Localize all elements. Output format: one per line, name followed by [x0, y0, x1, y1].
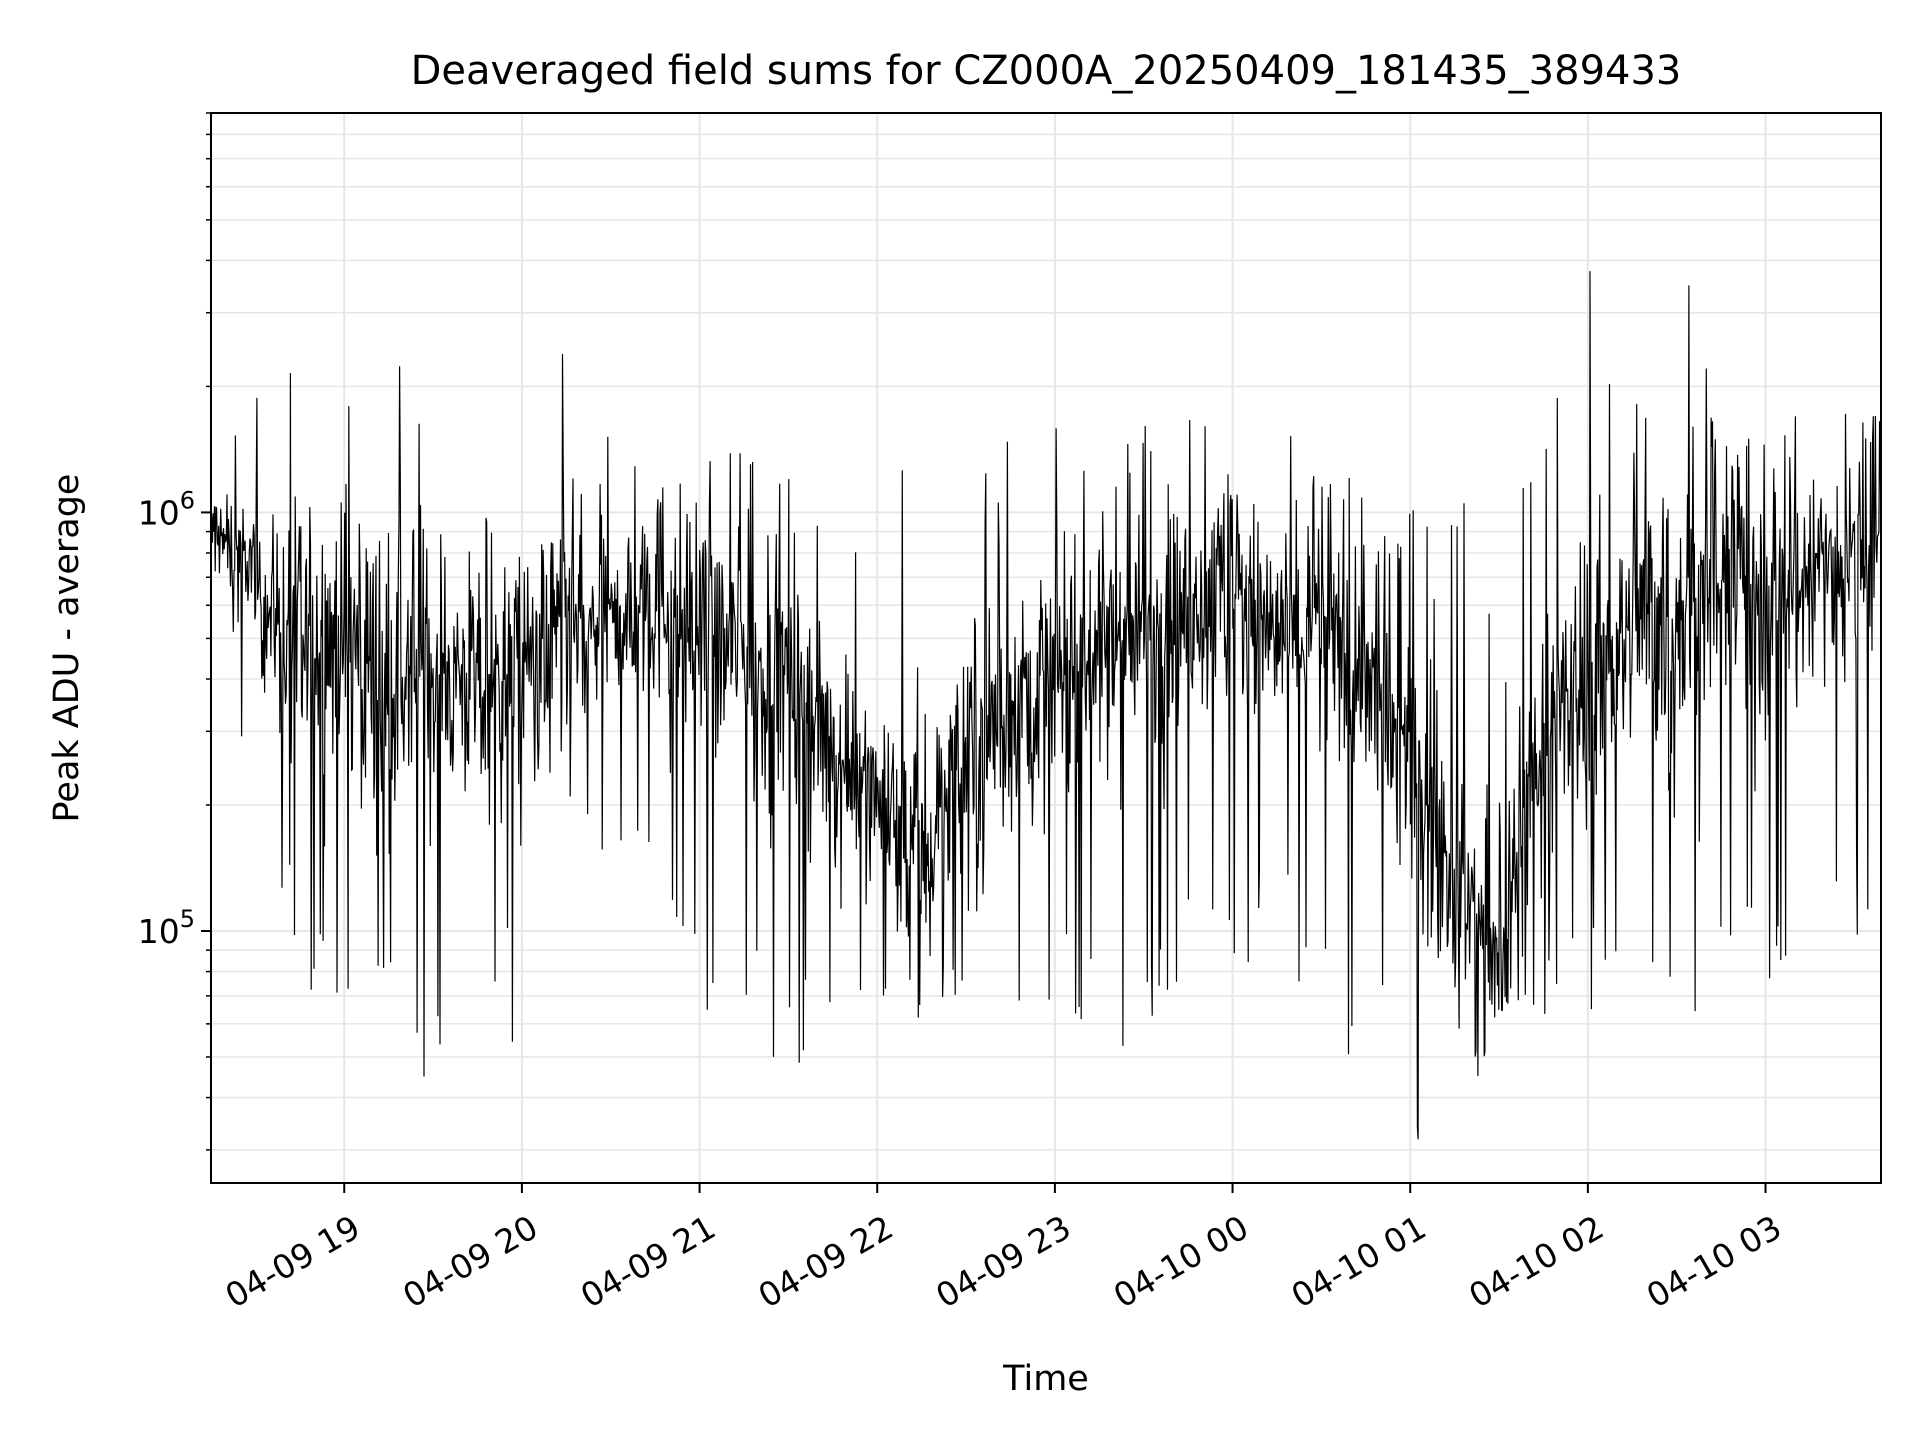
y-tick-exponent: 5 [180, 905, 195, 933]
x-axis: 04-09 19 04-09 20 04-09 21 04-09 22 04-09 23… [219, 1183, 1788, 1316]
y-axis-label: Peak ADU - average [47, 474, 87, 823]
y-tick-base: 10 [138, 912, 180, 951]
x-tick-label: 04-10 02 [1462, 1208, 1610, 1316]
x-tick-label: 04-09 20 [396, 1208, 544, 1316]
x-tick-label: 04-09 23 [929, 1208, 1077, 1316]
x-axis-label: Time [1002, 1359, 1089, 1399]
plot-frame [210, 112, 1882, 1184]
x-tick-label: 04-10 00 [1107, 1208, 1255, 1316]
x-tick-label: 04-09 19 [219, 1208, 367, 1316]
y-tick-base: 10 [138, 493, 180, 532]
grid [211, 112, 1881, 1183]
chart-title: Deaveraged field sums for CZ000A_2025040… [411, 48, 1682, 94]
series-line [210, 271, 1882, 1140]
x-tick-label: 04-09 22 [752, 1208, 900, 1316]
x-tick-label: 04-09 21 [574, 1208, 722, 1316]
x-tick-label: 04-10 03 [1640, 1208, 1788, 1316]
y-tick-label: 106 [138, 486, 195, 532]
y-tick-label: 105 [138, 905, 195, 951]
y-tick-exponent: 6 [180, 486, 195, 514]
series-group [210, 271, 1882, 1140]
x-tick-label: 04-10 01 [1285, 1208, 1433, 1316]
